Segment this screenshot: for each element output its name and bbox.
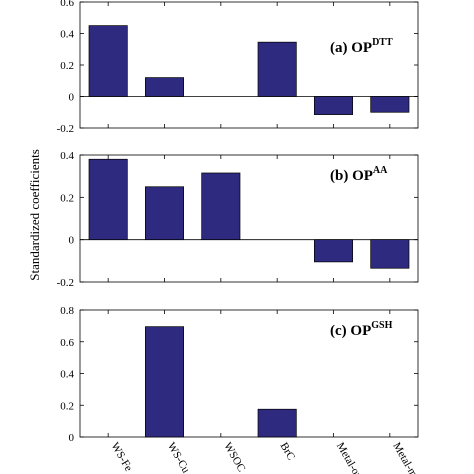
panel-2-bar-ws-cu	[144, 326, 185, 438]
panel-0-title: (a) OP	[330, 40, 372, 56]
category-label-wsoc: WSOC	[221, 441, 247, 474]
panel-0-bar-metal-orga	[313, 96, 354, 115]
panel-1-bar-metal-orga	[313, 239, 354, 263]
panel-0-bar-ws-cu	[144, 77, 185, 97]
panel-1-bar-metal-meta	[370, 239, 410, 269]
panel-2-ytick-label: 0.6	[60, 337, 74, 349]
panel-2-bar-brc	[257, 408, 297, 438]
panel-2-ytick-label: 0	[69, 432, 75, 444]
panel-0-bar-brc	[257, 41, 297, 97]
panel-1-axes-box	[79, 154, 419, 283]
panel-0-title-superscript: DTT	[372, 37, 393, 48]
panel-1-ytick-label: 0.2	[60, 192, 74, 204]
panel-0-ytick-label: 0.6	[60, 0, 74, 9]
panel-1-bar-wsoc	[201, 172, 241, 241]
panel-1-ytick-label: 0.4	[60, 150, 74, 162]
category-label-metal-orga: Metal-orga	[334, 441, 369, 474]
panel-0-ytick-label: 0.2	[60, 60, 74, 72]
panel-2-title: (c) OP	[330, 323, 371, 339]
panel-1-bar-ws-cu	[144, 186, 185, 241]
panel-2-ytick-label: 0.4	[60, 369, 74, 381]
panel-2-ytick-label: 0.2	[60, 400, 74, 412]
category-label-brc: BrC	[278, 441, 298, 463]
panel-2-title-superscript: GSH	[371, 320, 392, 331]
panel-2-ytick-label: 0.8	[60, 305, 74, 317]
panel-0-ytick-label: -0.2	[57, 123, 74, 135]
panel-1-ytick-label: 0	[69, 235, 75, 247]
y-axis-label: Standardized coefficients	[27, 149, 42, 281]
panel-1-bar-ws-fe	[88, 158, 128, 241]
category-label-ws-cu: WS-Cu	[165, 441, 192, 474]
category-label-metal-meta: Metal-meta	[390, 441, 426, 474]
panel-1-title-superscript: AA	[373, 165, 388, 176]
panel-0-bar-metal-meta	[370, 96, 410, 113]
category-label-ws-fe: WS-Fe	[109, 441, 135, 474]
panel-0-ytick-label: 0.4	[60, 29, 74, 41]
panel-1-ytick-label: -0.2	[57, 277, 74, 289]
panel-1-title: (b) OP	[330, 168, 373, 184]
panel-0-bar-ws-fe	[88, 25, 128, 97]
panel-0-ytick-label: 0	[69, 92, 75, 104]
panel-0-axes-box	[79, 1, 419, 129]
